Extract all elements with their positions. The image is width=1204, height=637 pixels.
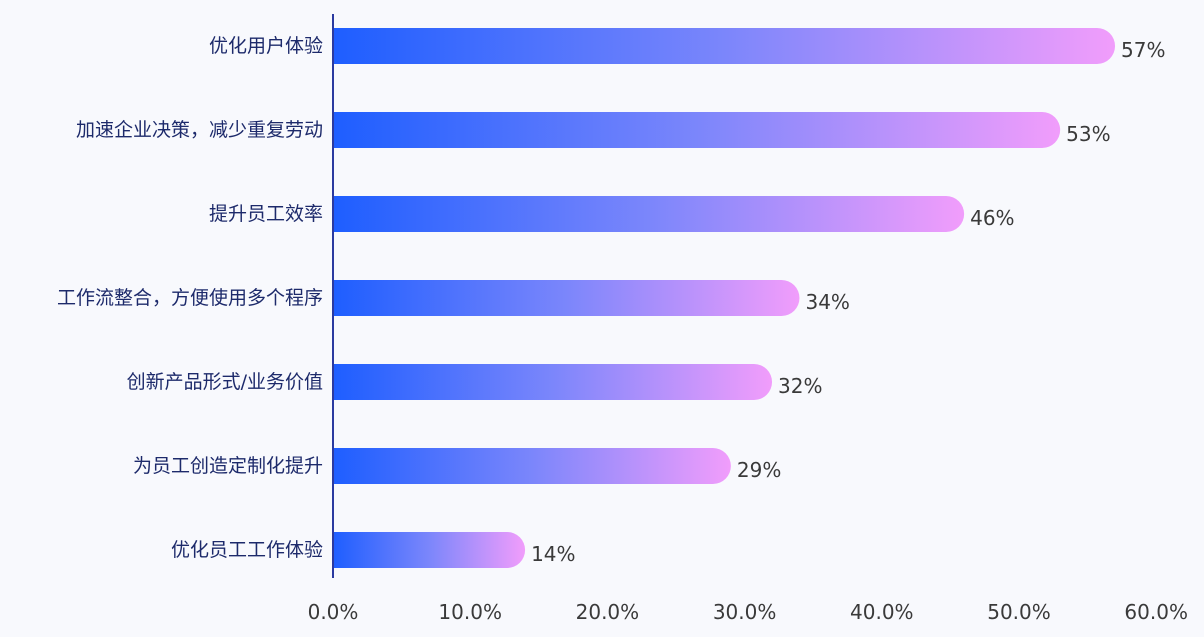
- category-label: 提升员工效率: [209, 203, 323, 225]
- category-label: 工作流整合，方便使用多个程序: [57, 287, 323, 309]
- value-label: 34%: [805, 290, 849, 314]
- value-label: 53%: [1066, 122, 1110, 146]
- x-tick-label: 50.0%: [987, 600, 1051, 624]
- category-label: 优化用户体验: [209, 35, 323, 57]
- value-label: 46%: [970, 206, 1014, 230]
- x-tick-label: 40.0%: [850, 600, 914, 624]
- x-tick-label: 20.0%: [576, 600, 640, 624]
- bar: [333, 280, 800, 316]
- value-label: 29%: [737, 458, 781, 482]
- bar: [333, 28, 1116, 64]
- x-tick-label: 30.0%: [713, 600, 777, 624]
- category-label: 创新产品形式/业务价值: [127, 371, 323, 393]
- value-label: 32%: [778, 374, 822, 398]
- value-label: 57%: [1121, 38, 1165, 62]
- value-label: 14%: [531, 542, 575, 566]
- category-label: 优化员工工作体验: [171, 539, 323, 561]
- x-tick-label: 10.0%: [438, 600, 502, 624]
- bar: [333, 364, 773, 400]
- x-axis: 0.0% 10.0% 20.0% 30.0% 40.0% 50.0% 60.0%: [308, 14, 1188, 624]
- x-tick-label: 0.0%: [308, 600, 359, 624]
- bar: [333, 448, 731, 484]
- value-labels: 57% 53% 46% 34% 32% 29% 14%: [531, 38, 1165, 566]
- bars-layer: [333, 28, 1116, 568]
- category-label: 为员工创造定制化提升: [133, 455, 323, 477]
- bar: [333, 532, 526, 568]
- bar: [333, 112, 1061, 148]
- bar: [333, 196, 965, 232]
- x-tick-label: 60.0%: [1124, 600, 1188, 624]
- category-label: 加速企业决策，减少重复劳动: [76, 119, 323, 141]
- category-labels: 优化用户体验加速企业决策，减少重复劳动提升员工效率工作流整合，方便使用多个程序创…: [57, 35, 323, 561]
